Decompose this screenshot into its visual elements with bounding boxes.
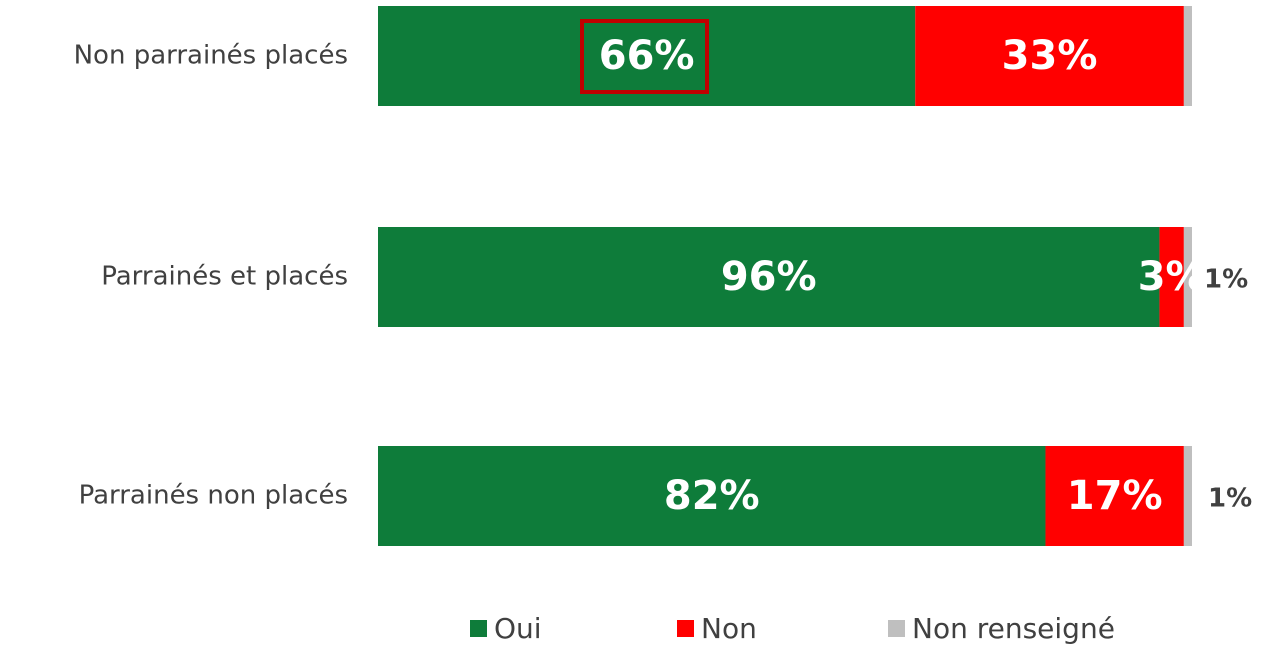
bar-segment [378, 227, 1160, 327]
bar-segment [378, 446, 1046, 546]
legend-swatch [677, 620, 694, 637]
data-label: 82% [664, 473, 760, 519]
category-label: Parrainés non placés [79, 481, 348, 511]
data-label: 96% [721, 254, 817, 300]
data-label: 1% [1208, 484, 1252, 514]
bar-segment [1183, 227, 1192, 327]
legend-swatch [470, 620, 487, 637]
data-label: 3% [1138, 254, 1206, 300]
legend-label: Non renseigné [912, 612, 1115, 645]
legend-swatch [888, 620, 905, 637]
bar-segment [1045, 446, 1184, 546]
bar-segment [1159, 227, 1184, 327]
data-label: 66% [599, 33, 695, 79]
data-label: 1% [1204, 265, 1248, 295]
category-label: Non parrainés placés [74, 41, 348, 71]
data-label: 33% [1002, 33, 1098, 79]
data-label: 17% [1067, 473, 1163, 519]
legend-label: Non [701, 612, 757, 645]
highlight-box [580, 19, 709, 94]
bar-segment [915, 6, 1184, 106]
bar-segment [1183, 446, 1192, 546]
bar-segment [1183, 6, 1192, 106]
legend-label: Oui [494, 612, 542, 645]
category-label: Parrainés et placés [101, 262, 348, 292]
